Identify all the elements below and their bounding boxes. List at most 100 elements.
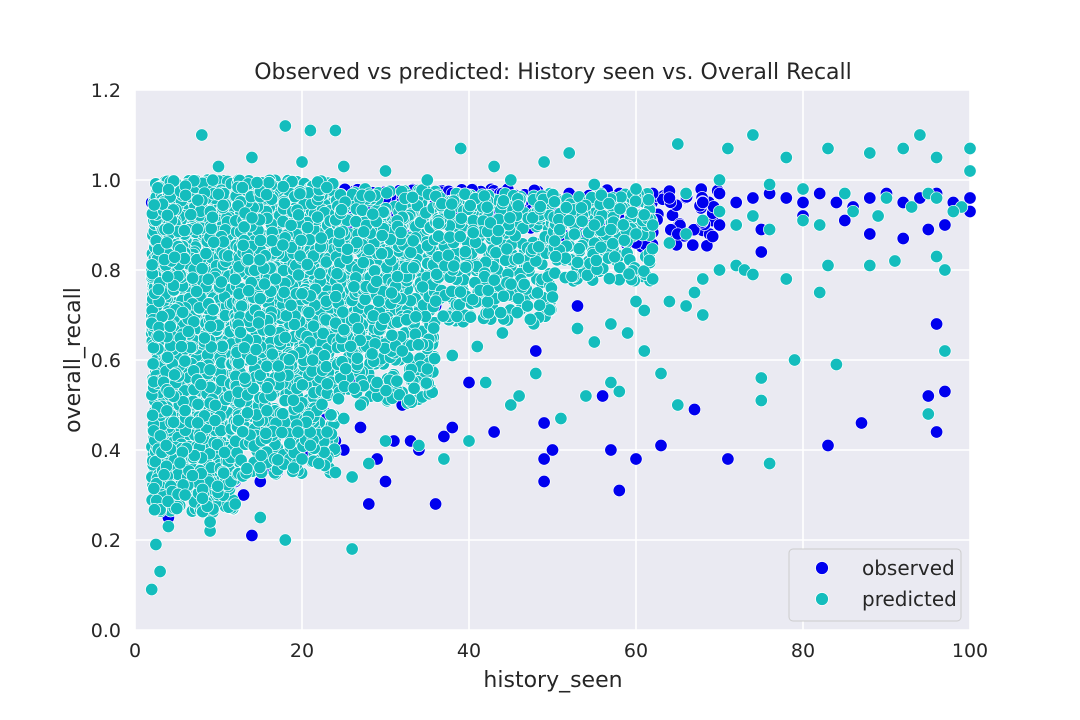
point-predicted xyxy=(333,226,347,240)
point-predicted xyxy=(320,425,334,439)
point-observed xyxy=(654,438,668,453)
point-predicted xyxy=(380,186,394,200)
point-predicted xyxy=(276,407,290,421)
point-predicted xyxy=(160,236,174,250)
point-observed xyxy=(237,488,251,502)
point-predicted xyxy=(295,155,309,169)
point-predicted xyxy=(178,404,192,418)
point-predicted xyxy=(496,289,511,303)
point-predicted xyxy=(604,317,618,331)
point-observed xyxy=(537,416,551,430)
point-predicted xyxy=(216,198,230,212)
point-predicted xyxy=(504,277,518,291)
point-observed xyxy=(813,186,827,201)
point-predicted xyxy=(687,285,702,300)
point-predicted xyxy=(453,229,467,244)
point-predicted xyxy=(437,452,451,466)
point-predicted xyxy=(416,280,430,294)
point-predicted xyxy=(512,389,526,403)
point-predicted xyxy=(520,299,535,313)
point-predicted xyxy=(275,425,289,440)
y-tick-label: 0.0 xyxy=(91,620,121,642)
point-observed xyxy=(938,384,952,399)
point-predicted xyxy=(345,470,359,484)
point-predicted xyxy=(963,141,977,156)
y-tick-label: 1.2 xyxy=(91,80,121,102)
point-predicted xyxy=(185,469,200,483)
point-predicted xyxy=(679,227,693,241)
point-predicted xyxy=(454,211,468,225)
point-predicted xyxy=(203,363,217,377)
point-predicted xyxy=(312,456,326,471)
point-predicted xyxy=(233,325,248,339)
point-predicted xyxy=(530,286,544,300)
point-predicted xyxy=(645,242,659,256)
point-predicted xyxy=(537,155,551,169)
point-observed xyxy=(445,420,459,435)
point-predicted xyxy=(249,343,263,357)
point-predicted xyxy=(336,305,350,319)
point-predicted xyxy=(629,194,643,208)
point-predicted xyxy=(295,452,309,466)
point-predicted xyxy=(637,208,651,222)
point-predicted xyxy=(462,434,476,448)
point-predicted xyxy=(250,176,264,190)
point-predicted xyxy=(375,247,389,261)
chart-title: Observed vs predicted: History seen vs. … xyxy=(254,60,852,85)
point-predicted xyxy=(160,208,174,222)
point-predicted xyxy=(276,238,290,252)
point-predicted xyxy=(151,282,165,296)
point-predicted xyxy=(351,321,365,335)
point-observed xyxy=(712,218,727,232)
point-predicted xyxy=(168,250,182,264)
point-predicted xyxy=(589,253,603,268)
point-observed xyxy=(930,425,944,439)
point-predicted xyxy=(938,263,952,277)
point-predicted xyxy=(930,249,944,264)
point-predicted xyxy=(821,141,835,156)
point-predicted xyxy=(295,378,309,392)
point-predicted xyxy=(905,200,919,214)
point-predicted xyxy=(260,381,274,395)
point-predicted xyxy=(405,190,420,204)
point-predicted xyxy=(195,262,209,276)
point-predicted xyxy=(147,481,161,496)
point-predicted xyxy=(161,350,175,364)
point-predicted xyxy=(260,359,274,373)
point-predicted xyxy=(763,456,777,471)
point-predicted xyxy=(470,339,484,354)
point-observed xyxy=(729,195,743,210)
point-predicted xyxy=(930,150,944,165)
point-predicted xyxy=(496,194,511,208)
point-predicted xyxy=(754,393,768,408)
point-predicted xyxy=(896,141,910,156)
point-predicted xyxy=(729,218,743,232)
point-observed xyxy=(921,222,935,237)
point-predicted xyxy=(372,294,386,308)
point-predicted xyxy=(337,411,351,426)
point-predicted xyxy=(278,330,292,345)
point-predicted xyxy=(427,321,441,335)
point-predicted xyxy=(594,240,608,254)
point-predicted xyxy=(347,381,361,395)
point-predicted xyxy=(963,164,977,178)
point-observed xyxy=(721,452,735,466)
point-predicted xyxy=(863,146,877,160)
point-predicted xyxy=(149,537,163,552)
point-predicted xyxy=(559,201,573,215)
point-observed xyxy=(686,238,700,252)
point-predicted xyxy=(145,582,159,597)
point-predicted xyxy=(314,231,328,245)
point-observed xyxy=(596,389,610,403)
point-predicted xyxy=(253,292,267,306)
point-predicted xyxy=(235,181,250,195)
point-predicted xyxy=(179,188,193,202)
point-observed xyxy=(963,191,977,205)
point-predicted xyxy=(642,193,656,207)
point-predicted xyxy=(481,295,495,309)
point-predicted xyxy=(477,189,491,203)
point-predicted xyxy=(178,488,192,502)
point-predicted xyxy=(206,173,220,187)
point-predicted xyxy=(175,445,189,459)
point-predicted xyxy=(300,257,314,272)
